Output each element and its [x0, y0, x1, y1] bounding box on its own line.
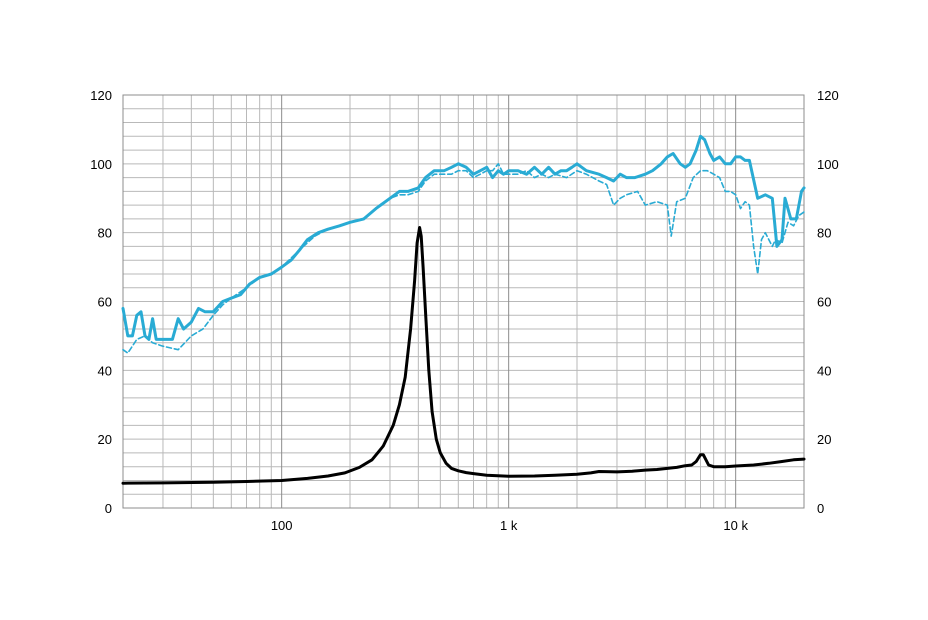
y-tick-label-right: 100	[817, 157, 839, 172]
y-tick-label-right: 0	[817, 501, 824, 516]
series-line-impedance	[121, 226, 806, 485]
major-grid	[281, 95, 737, 508]
plot-frame	[122, 94, 805, 509]
tick-labels: 0 20 40 60 80 100 120 0 20 40 60 80 100 120 100 1 k 10 k	[90, 88, 838, 533]
y-tick-label-left: 20	[98, 432, 112, 447]
x-tick-label: 1 k	[500, 518, 518, 533]
y-tick-label-left: 40	[98, 363, 112, 378]
x-tick-label: 10 k	[723, 518, 748, 533]
y-tick-label-right: 60	[817, 295, 831, 310]
y-tick-label-left: 60	[98, 295, 112, 310]
minor-grid	[122, 94, 805, 509]
y-tick-label-right: 80	[817, 226, 831, 241]
x-tick-label: 100	[271, 518, 293, 533]
y-tick-label-left: 0	[105, 501, 112, 516]
y-tick-label-left: 100	[90, 157, 112, 172]
y-tick-label-right: 120	[817, 88, 839, 103]
y-tick-label-right: 40	[817, 363, 831, 378]
series-line-spl_off_axis	[122, 163, 805, 354]
y-tick-label-left: 80	[98, 226, 112, 241]
y-tick-label-left: 120	[90, 88, 112, 103]
series-layer	[121, 134, 806, 485]
y-tick-label-right: 20	[817, 432, 831, 447]
series-line-spl_on_axis	[121, 134, 806, 341]
